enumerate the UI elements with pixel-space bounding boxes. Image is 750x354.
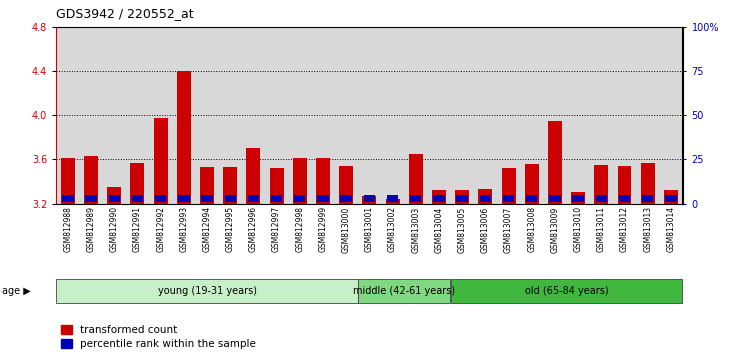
Bar xyxy=(664,190,678,204)
Bar xyxy=(387,195,398,201)
Bar xyxy=(109,195,120,201)
Bar xyxy=(154,118,167,204)
Bar xyxy=(62,195,74,201)
Bar xyxy=(619,195,630,201)
Bar xyxy=(451,279,682,303)
Text: young (19-31 years): young (19-31 years) xyxy=(158,286,256,296)
Bar xyxy=(457,195,468,201)
Bar xyxy=(317,195,328,201)
Bar xyxy=(455,190,469,204)
Bar xyxy=(572,193,585,204)
Bar xyxy=(596,195,607,201)
Bar xyxy=(548,121,562,204)
Bar xyxy=(130,162,145,204)
Bar xyxy=(433,195,445,201)
Bar xyxy=(200,167,214,204)
Bar xyxy=(640,162,655,204)
Bar xyxy=(526,195,538,201)
Bar xyxy=(339,166,353,204)
Bar xyxy=(201,195,213,201)
Bar xyxy=(410,195,422,201)
Text: old (65-84 years): old (65-84 years) xyxy=(525,286,608,296)
Bar xyxy=(525,164,538,204)
Bar xyxy=(247,148,260,204)
Bar xyxy=(178,195,190,201)
Bar xyxy=(86,195,97,201)
Bar xyxy=(358,279,451,303)
Bar xyxy=(665,195,676,201)
Bar xyxy=(572,195,584,201)
Bar xyxy=(362,196,376,204)
Bar xyxy=(642,195,653,201)
Text: middle (42-61 years): middle (42-61 years) xyxy=(353,286,455,296)
Bar xyxy=(132,195,143,201)
Bar xyxy=(386,199,400,204)
Bar xyxy=(432,190,446,204)
Bar xyxy=(316,158,330,204)
Bar xyxy=(61,158,75,204)
Bar xyxy=(594,165,608,204)
Text: GDS3942 / 220552_at: GDS3942 / 220552_at xyxy=(56,7,194,20)
Bar xyxy=(248,195,259,201)
Bar xyxy=(478,189,492,204)
Bar xyxy=(617,166,632,204)
Bar xyxy=(503,195,515,201)
Bar xyxy=(549,195,561,201)
Bar xyxy=(56,279,358,303)
Bar xyxy=(294,195,305,201)
Legend: transformed count, percentile rank within the sample: transformed count, percentile rank withi… xyxy=(62,325,256,349)
Bar xyxy=(177,71,190,204)
Bar xyxy=(409,154,423,204)
Bar xyxy=(155,195,166,201)
Bar xyxy=(107,187,122,204)
Bar xyxy=(340,195,352,201)
Bar xyxy=(270,168,284,204)
Bar xyxy=(84,156,98,204)
Bar xyxy=(502,168,515,204)
Bar xyxy=(364,195,375,201)
Bar xyxy=(292,158,307,204)
Bar xyxy=(224,167,237,204)
Bar xyxy=(271,195,282,201)
Bar xyxy=(480,195,491,201)
Bar xyxy=(224,195,236,201)
Text: age ▶: age ▶ xyxy=(2,286,31,296)
